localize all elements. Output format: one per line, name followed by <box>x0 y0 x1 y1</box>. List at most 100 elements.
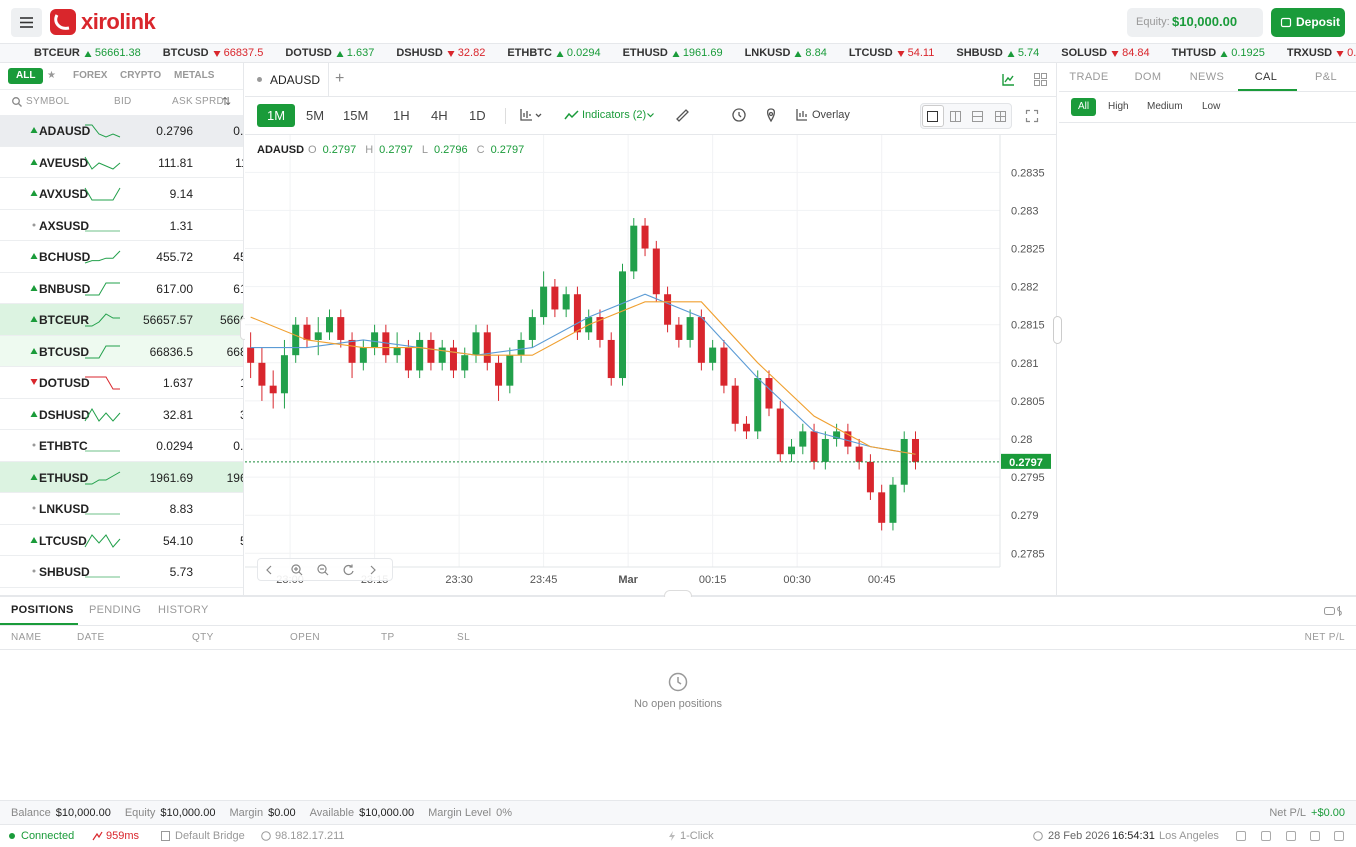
column-header[interactable]: BID <box>114 96 132 107</box>
search-icon <box>12 97 22 107</box>
watchlist-tab[interactable]: FOREX <box>73 70 108 81</box>
impact-filter[interactable]: Medium <box>1147 101 1183 112</box>
watchlist-row[interactable]: SHBUSD 5.735.74 <box>0 556 243 588</box>
status-button[interactable] <box>1286 831 1296 841</box>
watchlist-row[interactable]: BTCEUR 56657.57 56666.31 <box>0 304 243 336</box>
status-button[interactable] <box>1261 831 1271 841</box>
candle-body <box>269 385 277 394</box>
symbol: AVXUSD <box>39 187 89 201</box>
ip-address: 98.182.17.211 <box>275 830 345 842</box>
column-header[interactable]: QTY <box>192 632 214 643</box>
watchlist-tab[interactable]: METALS <box>174 70 215 81</box>
status-button[interactable] <box>1236 831 1246 841</box>
panel-tab[interactable]: DOM <box>1134 71 1162 83</box>
direction-icon <box>30 127 38 133</box>
sparkline <box>84 187 121 201</box>
timeframe-button[interactable]: 1M <box>257 104 296 127</box>
watchlist-tab[interactable]: ALL <box>8 68 44 84</box>
handle <box>18 103 22 107</box>
watchlist-row[interactable]: BCHUSD 455.72 455.95 <box>0 241 243 273</box>
status-button[interactable] <box>1310 831 1320 841</box>
watchlist-row[interactable]: ETHUSD 1961.69 1962.01 <box>0 461 243 493</box>
timeframe-button[interactable]: 4H <box>431 108 448 123</box>
candle-body <box>393 347 401 356</box>
panel-tab[interactable]: TRADE <box>1069 71 1109 83</box>
watchlist-row[interactable]: AVEUSD 111.81 111.85 <box>0 146 243 178</box>
zoom-button[interactable] <box>317 564 329 576</box>
positions-tab[interactable]: PENDING <box>89 604 142 616</box>
up-arrow <box>1220 51 1228 57</box>
column-header[interactable]: NAME <box>11 632 42 643</box>
watchlist-tab[interactable]: CRYPTO <box>120 70 162 81</box>
watchlist-row[interactable]: BNBUSD 617.00 617.25 <box>0 272 243 304</box>
icon <box>1236 831 1246 841</box>
watchlist-row[interactable]: AVXUSD 9.149.15 <box>0 178 243 210</box>
ticker-symbol: SHBUSD <box>956 47 1003 59</box>
net-pl-label: Net P/L <box>1269 807 1307 819</box>
sparkline <box>85 230 120 231</box>
positions-tab[interactable]: HISTORY <box>158 604 209 616</box>
watchlist-row[interactable]: AXSUSD 1.311.32 <box>0 209 243 241</box>
panel-tab[interactable]: NEWS <box>1189 71 1225 83</box>
panel-tab[interactable]: P&L <box>1315 71 1337 83</box>
up-arrow <box>84 51 92 57</box>
icon <box>732 108 746 122</box>
column-header[interactable]: SPRD <box>195 96 224 107</box>
watchlist-tab[interactable]: ★ <box>47 70 56 81</box>
one-click[interactable]: 1-Click <box>680 830 714 842</box>
candle-body <box>911 439 919 462</box>
impact-filter[interactable]: Low <box>1202 101 1221 112</box>
chart-tab[interactable]: ADAUSD <box>245 63 329 96</box>
impact-filter[interactable]: High <box>1108 101 1129 112</box>
timeframe-button[interactable]: 5M <box>306 108 325 123</box>
watchlist-row[interactable]: ADAUSD 0.2796 0.2797 <box>0 115 243 147</box>
icon <box>1261 831 1271 841</box>
impact-filter[interactable]: All <box>1071 98 1097 116</box>
direction-icon <box>556 51 564 57</box>
zoom-button[interactable] <box>265 564 277 576</box>
menu-button[interactable] <box>11 8 42 37</box>
column-header[interactable]: OPEN <box>290 632 320 643</box>
candle-body <box>472 332 480 356</box>
column-header[interactable]: TP <box>381 632 395 643</box>
timeframe-button[interactable]: 1D <box>469 108 486 123</box>
timeframe-button[interactable]: 1H <box>393 108 410 123</box>
candle-body <box>573 294 581 333</box>
ticker-price: 8.84 <box>805 47 827 59</box>
watchlist-row[interactable]: BTCUSD 66836.5 66845.0 <box>0 335 243 367</box>
zoom-button[interactable] <box>369 564 381 576</box>
column-header[interactable]: ASK <box>172 96 193 107</box>
watchlist-row[interactable]: DOTUSD 1.6371.639 <box>0 367 243 399</box>
icon <box>1286 831 1296 841</box>
column-header[interactable]: SL <box>457 632 471 643</box>
watchlist-row[interactable]: LNKUSD 8.838.84 <box>0 493 243 525</box>
column-header[interactable]: DATE <box>77 632 105 643</box>
equity-pill[interactable]: Equity: $10,000.00 <box>1127 8 1263 37</box>
zoom-button[interactable] <box>291 564 303 576</box>
menu-icon <box>20 17 33 28</box>
status-button[interactable] <box>1334 831 1344 841</box>
up-arrow <box>30 536 38 543</box>
candle-body <box>889 484 897 523</box>
zoom-button[interactable] <box>343 564 355 576</box>
watchlist-row[interactable]: LTCUSD 54.1054.15 <box>0 524 243 556</box>
last-price-label: 0.2797 <box>1009 457 1043 469</box>
deposit-button[interactable]: Deposit <box>1271 8 1345 37</box>
panel-tab[interactable]: CAL <box>1254 71 1278 83</box>
ohlc-value: 0.2797 <box>490 144 525 156</box>
ticker-price: 32.82 <box>457 47 486 59</box>
x-tick-label: 23:30 <box>445 574 473 586</box>
account-label: Balance <box>11 807 51 819</box>
add-tab[interactable]: + <box>335 70 345 87</box>
positions-tab[interactable]: POSITIONS <box>11 604 74 616</box>
watchlist-row[interactable]: ETHBTC 0.0294 0.0295 <box>0 430 243 462</box>
brand: xirolink <box>81 9 156 34</box>
timeframe-button[interactable]: 15M <box>343 108 369 123</box>
candle-body <box>483 332 491 363</box>
column-header[interactable]: SYMBOL <box>26 96 70 107</box>
watchlist-row[interactable]: DSHUSD 32.8132.86 <box>0 398 243 430</box>
column-header[interactable]: NET P/L <box>1304 632 1345 643</box>
icon <box>1334 831 1344 841</box>
grid-view-icon <box>1034 73 1047 86</box>
candle-body <box>337 317 345 340</box>
